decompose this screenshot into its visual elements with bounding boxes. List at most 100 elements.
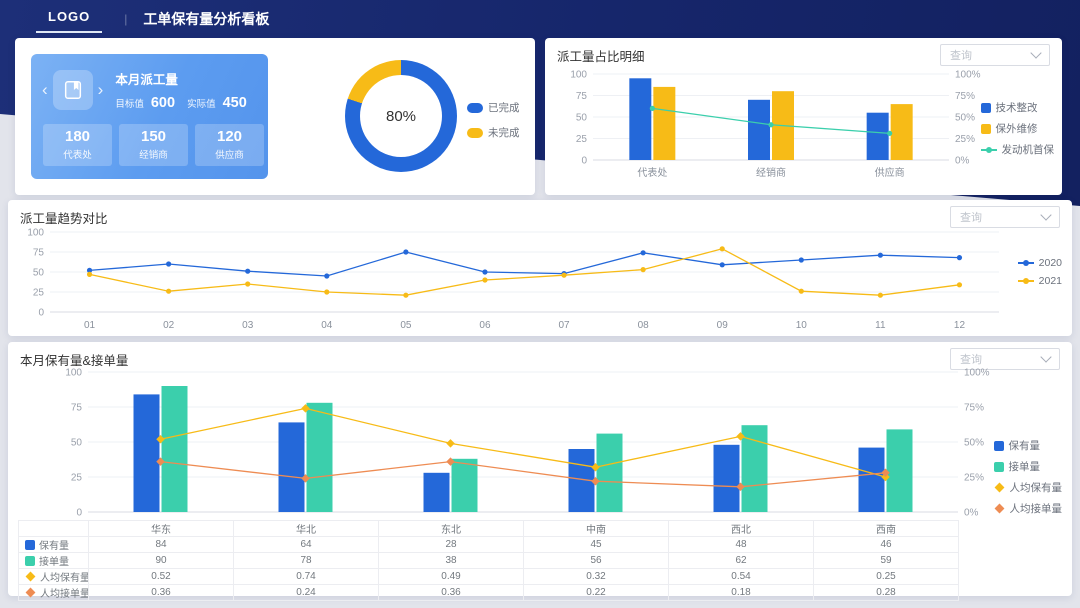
point-marker: [877, 292, 883, 298]
legend-item[interactable]: 2021: [1017, 275, 1062, 287]
line-series: [156, 404, 890, 482]
select-placeholder: 查询: [950, 50, 972, 62]
table-cell: 0.28: [813, 584, 959, 601]
x-axis-label: 11: [875, 320, 886, 331]
series-name: 接单量: [39, 557, 69, 568]
legend-label: 人均接单量: [1009, 503, 1063, 515]
legend-item[interactable]: 人均接单量: [994, 501, 1063, 516]
logo[interactable]: LOGO: [36, 6, 103, 33]
x-axis-label: 06: [479, 320, 491, 331]
summary-card: ‹ › 本月派工量 目标值 600 实际值 450: [15, 38, 535, 195]
x-axis-label: 07: [558, 320, 570, 331]
table-cell: 0.22: [523, 584, 669, 601]
legend-label: 发动机首保: [1001, 144, 1055, 156]
line-marker-icon: [980, 146, 997, 153]
breakdown-label: 经销商: [139, 150, 168, 161]
line-series: [86, 249, 963, 279]
row-label-wrap: 接单量: [20, 554, 88, 568]
table-cell: 28: [378, 536, 524, 553]
x-axis-label: 05: [400, 320, 412, 331]
legend-item[interactable]: 已完成: [467, 100, 520, 115]
legend-item[interactable]: 发动机首保: [980, 142, 1055, 157]
right-y-axis-tick: 50%: [964, 438, 984, 449]
chevron-down-icon: [1040, 209, 1052, 221]
y-axis-tick: 100: [570, 70, 587, 81]
y-axis-tick: 100: [27, 228, 44, 239]
top-bar: LOGO | 工单保有量分析看板: [0, 0, 1080, 38]
legend-label: 技术整改: [995, 102, 1038, 114]
right-y-axis-tick: 75%: [964, 403, 984, 414]
line-series: [86, 246, 963, 298]
x-axis-label: 03: [242, 320, 254, 331]
square-marker-icon: [993, 461, 1004, 472]
table-row-label: 保有量: [18, 536, 89, 553]
donut-center-label: 80%: [360, 75, 442, 157]
table-cell: 0.49: [378, 568, 524, 585]
legend-item[interactable]: 接单量: [993, 459, 1063, 474]
volume-chart: 0 0% 25 25% 50 50% 75 75% 100 100%: [65, 368, 989, 519]
legend-item[interactable]: 技术整改: [980, 100, 1055, 115]
point-marker: [956, 255, 963, 261]
point-marker: [798, 257, 804, 263]
square-marker-icon: [980, 123, 991, 134]
dispatch-summary-texts: 本月派工量 目标值 600 实际值 450: [115, 69, 246, 111]
point-marker: [403, 292, 409, 298]
point-marker: [166, 261, 172, 267]
y-axis-tick: 25: [71, 473, 83, 484]
legend-item[interactable]: 2020: [1017, 257, 1062, 269]
ratio-chart: 0 0% 25 25% 50 50% 75 75% 100 100% 代表处 经销商 供应商: [570, 70, 981, 180]
point-marker: [403, 249, 409, 255]
breakdown-label: 代表处: [63, 150, 92, 161]
table-cell: 0.25: [813, 568, 959, 585]
table-row-label: 人均保有量: [18, 568, 89, 585]
breakdown-box-jingxiaoshang: 150 经销商: [119, 124, 188, 166]
bar: [653, 86, 676, 160]
diamond-marker-icon: [994, 503, 1004, 514]
right-y-axis-tick: 0%: [964, 508, 979, 519]
table-cell: 78: [233, 552, 379, 569]
prev-arrow-button[interactable]: ‹: [42, 80, 48, 99]
table-row-label: 人均接单量: [18, 584, 89, 601]
diamond-marker: [446, 439, 455, 448]
table-cell: 0.36: [88, 584, 234, 601]
dot-icon: [985, 146, 992, 153]
completion-donut-chart: 80%: [345, 60, 457, 172]
square-marker-icon: [25, 555, 35, 566]
trend-query-select[interactable]: 查询: [950, 206, 1060, 228]
next-arrow-button[interactable]: ›: [97, 80, 104, 99]
point-marker: [482, 277, 488, 283]
ratio-query-select[interactable]: 查询: [940, 44, 1050, 66]
legend-item[interactable]: 保外维修: [980, 121, 1055, 136]
right-y-axis-tick: 100%: [955, 70, 981, 81]
point-marker: [245, 268, 251, 274]
bar: [629, 78, 652, 160]
table-header-cell: 中南: [523, 520, 669, 537]
legend-label: 保外维修: [995, 123, 1038, 135]
point-marker: [877, 252, 883, 258]
table-header-cell: 华东: [88, 520, 234, 537]
y-axis-tick: 0: [38, 308, 44, 319]
volume-query-select[interactable]: 查询: [950, 348, 1060, 370]
pill-marker-icon: [467, 102, 483, 113]
bar: [133, 394, 160, 512]
legend-item[interactable]: 保有量: [993, 438, 1063, 453]
legend-item[interactable]: 人均保有量: [994, 480, 1062, 495]
table-cell: 0.54: [668, 568, 814, 585]
bar: [866, 112, 889, 160]
bar: [278, 422, 305, 512]
select-placeholder: 查询: [960, 212, 982, 224]
volume-panel-title: 本月保有量&接单量: [20, 354, 129, 368]
table-cell: 46: [813, 536, 959, 553]
point-marker: [798, 288, 804, 294]
table-cell: 0.36: [378, 584, 524, 601]
y-axis-tick: 25: [33, 288, 45, 299]
y-axis-tick: 75: [33, 248, 45, 259]
breakdown-value: 120: [216, 128, 243, 145]
legend-item[interactable]: 未完成: [467, 125, 520, 140]
dispatch-book-icon: [52, 70, 93, 110]
series-name: 保有量: [39, 541, 69, 552]
right-y-axis-tick: 25%: [955, 134, 975, 145]
bar-series: [653, 86, 913, 160]
legend-label: 2021: [1038, 275, 1062, 287]
bar-series: [629, 78, 889, 160]
